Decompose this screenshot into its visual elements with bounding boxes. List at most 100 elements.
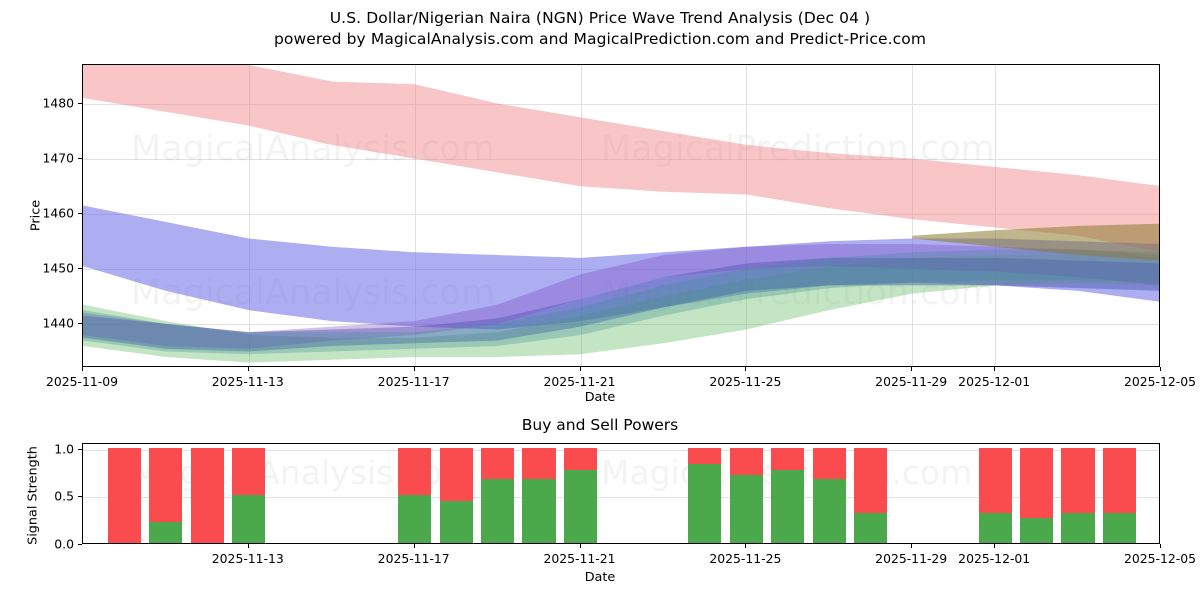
date-tick-label-bottom: 2025-11-21 (543, 551, 616, 566)
buy-power-segment[interactable] (1102, 512, 1137, 543)
buy-power-segment[interactable] (812, 479, 846, 543)
buy-power-segment[interactable] (729, 475, 763, 543)
date-tick-mark-bottom (994, 544, 996, 548)
sell-power-segment[interactable] (729, 447, 763, 476)
price-tick-label: 1460 (42, 205, 74, 221)
signal-bar[interactable] (688, 447, 722, 543)
wave-band (83, 65, 1159, 252)
sell-power-segment[interactable] (190, 447, 224, 543)
date-tick-label: 2025-11-25 (709, 374, 782, 389)
buy-power-segment[interactable] (481, 479, 515, 543)
sell-power-segment[interactable] (398, 447, 432, 496)
signal-tick-label: 0.0 (54, 536, 74, 552)
price-gridline-v (746, 65, 748, 366)
date-tick-mark-bottom (1160, 544, 1161, 548)
date-tick-mark-bottom (579, 544, 581, 548)
sell-power-segment[interactable] (771, 447, 805, 470)
wave-band (83, 255, 1159, 363)
sell-power-segment[interactable] (688, 447, 722, 464)
buy-power-segment[interactable] (1061, 512, 1095, 543)
wave-band (912, 223, 1159, 261)
price-tick-mark (78, 322, 82, 324)
buy-power-segment[interactable] (771, 469, 805, 543)
buy-power-segment[interactable] (398, 495, 432, 543)
sell-power-segment[interactable] (854, 447, 888, 513)
buy-power-segment[interactable] (439, 501, 473, 543)
date-tick-label: 2025-11-17 (377, 374, 450, 389)
signal-bar[interactable] (232, 447, 266, 543)
date-tick-mark-bottom (247, 544, 249, 548)
buy-power-segment[interactable] (978, 512, 1012, 543)
signal-bar[interactable] (149, 447, 183, 543)
buy-power-segment[interactable] (563, 469, 598, 543)
price-tick-label: 1440 (42, 315, 74, 331)
signal-bar[interactable] (481, 447, 515, 543)
price-tick-mark (78, 102, 82, 104)
price-tick-label: 1450 (42, 260, 74, 276)
signal-tick-mark (78, 448, 82, 450)
signal-bar[interactable] (854, 447, 888, 543)
signal-bar[interactable] (107, 447, 142, 543)
signal-bar[interactable] (522, 447, 556, 543)
price-gridline-h (83, 103, 1159, 105)
sell-power-segment[interactable] (1020, 447, 1054, 519)
buy-power-segment[interactable] (854, 512, 888, 543)
signal-gridline-h (83, 449, 1159, 451)
date-tick-mark (911, 367, 913, 371)
price-tick-mark (78, 157, 82, 159)
signal-bar[interactable] (439, 447, 473, 543)
wave-band (83, 257, 1159, 352)
sell-power-segment[interactable] (481, 447, 515, 480)
buy-power-segment[interactable] (1020, 518, 1054, 543)
date-tick-mark (1160, 367, 1161, 371)
date-tick-mark (745, 367, 747, 371)
sell-power-segment[interactable] (812, 447, 846, 480)
sell-power-segment[interactable] (1061, 447, 1095, 513)
sell-power-segment[interactable] (563, 447, 598, 470)
date-tick-label-bottom: 2025-12-01 (958, 551, 1031, 566)
date-tick-label: 2025-11-21 (543, 374, 616, 389)
sell-power-segment[interactable] (978, 447, 1012, 513)
date-axis-label-top: Date (584, 390, 616, 405)
date-tick-label-bottom: 2025-11-29 (875, 551, 948, 566)
signal-bar[interactable] (978, 447, 1012, 543)
price-tick-label: 1470 (42, 150, 74, 166)
sell-power-segment[interactable] (1102, 447, 1137, 513)
title-line-2: powered by MagicalAnalysis.com and Magic… (273, 30, 927, 48)
signal-bar[interactable] (190, 447, 224, 543)
signal-bar[interactable] (563, 447, 598, 543)
buy-power-segment[interactable] (688, 463, 722, 543)
title-line-1: U.S. Dollar/Nigerian Naira (NGN) Price W… (329, 9, 871, 27)
price-tick-mark (78, 212, 82, 214)
buy-power-segment[interactable] (149, 522, 183, 543)
buy-sell-plot-area: MagicalAnalysis.comMagicalPrediction.com (82, 443, 1160, 544)
sell-power-segment[interactable] (232, 447, 266, 496)
sell-power-segment[interactable] (107, 447, 142, 543)
price-wave-bands (83, 65, 1159, 363)
wave-band (83, 244, 1159, 349)
signal-bar[interactable] (1020, 447, 1054, 543)
sell-power-segment[interactable] (149, 447, 183, 523)
buy-power-segment[interactable] (232, 495, 266, 543)
buy-power-segment[interactable] (522, 479, 556, 543)
date-tick-label: 2025-11-13 (211, 374, 284, 389)
signal-bar[interactable] (771, 447, 805, 543)
sell-power-segment[interactable] (522, 447, 556, 480)
date-tick-mark (247, 367, 249, 371)
date-tick-label: 2025-12-01 (958, 374, 1031, 389)
signal-bar[interactable] (398, 447, 432, 543)
signal-tick-mark (78, 544, 82, 545)
signal-bar[interactable] (729, 447, 763, 543)
signal-bar[interactable] (1102, 447, 1137, 543)
signal-bar[interactable] (1061, 447, 1095, 543)
price-gridline-v (580, 65, 582, 366)
price-gridline-v (995, 65, 997, 366)
date-tick-mark-bottom (413, 544, 415, 548)
wave-band (83, 205, 1159, 330)
sell-power-segment[interactable] (439, 447, 473, 502)
date-tick-mark-bottom (745, 544, 747, 548)
date-tick-label: 2025-11-09 (45, 374, 119, 389)
price-gridline-v (248, 65, 250, 366)
signal-bar[interactable] (812, 447, 846, 543)
